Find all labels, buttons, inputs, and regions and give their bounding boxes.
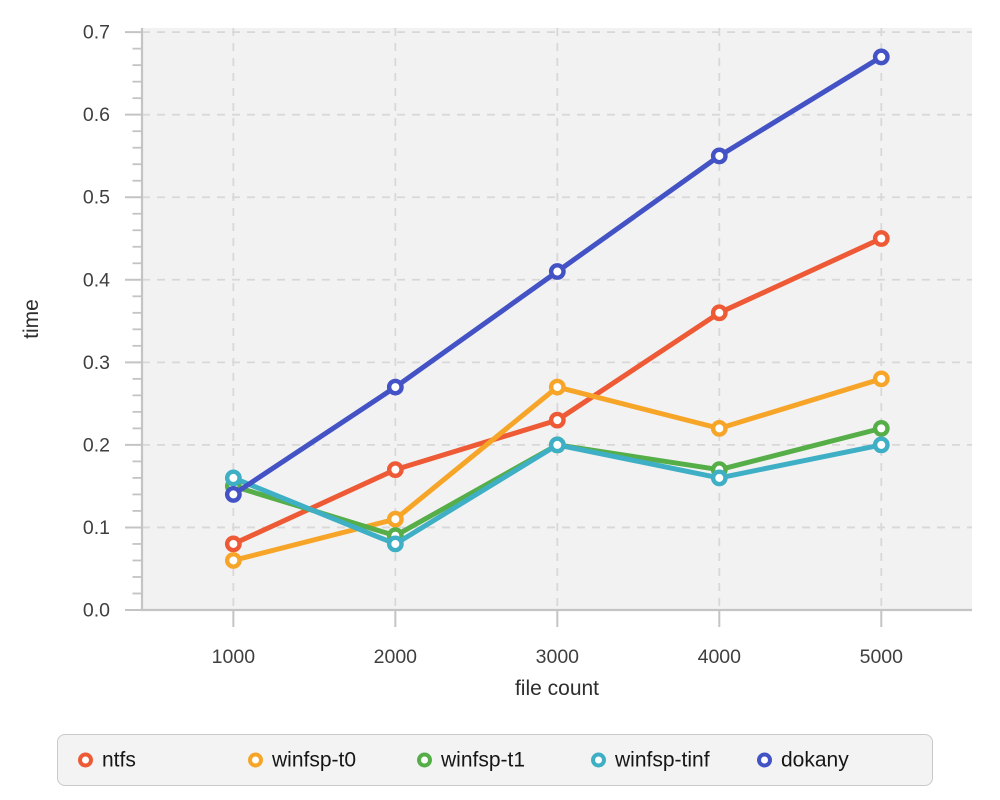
legend-item-label: winfsp-t0 (272, 748, 357, 772)
y-tick-label: 0.2 (83, 434, 110, 456)
data-point-ntfs (224, 535, 242, 553)
legend-item-label: winfsp-tinf (615, 748, 710, 772)
y-tick-label: 0.0 (83, 600, 110, 622)
x-axis-title: file count (515, 677, 599, 700)
legend-item-label: dokany (781, 748, 849, 772)
data-point-winfsp-tinf (386, 535, 404, 553)
y-tick-label: 0.1 (83, 517, 110, 539)
data-point-winfsp-t0 (224, 552, 242, 569)
chart-legend: ntfs winfsp-t0 winfsp-t1 winfsp-tinf dokany (57, 734, 933, 786)
data-point-winfsp-tinf (872, 436, 890, 454)
legend-marker-winfsp-tinf-icon (591, 752, 606, 768)
data-point-dokany (710, 147, 728, 165)
data-point-dokany (872, 48, 890, 66)
data-point-dokany (386, 378, 404, 396)
data-point-winfsp-t0 (548, 378, 566, 396)
data-point-ntfs (710, 304, 728, 322)
data-point-dokany (548, 263, 566, 280)
x-tick-label: 4000 (698, 646, 742, 668)
x-tick-label: 2000 (374, 646, 418, 668)
legend-marker-winfsp-t0-icon (248, 752, 263, 768)
y-tick-label: 0.6 (83, 104, 110, 126)
legend-item-label: winfsp-t1 (441, 748, 526, 772)
data-point-winfsp-t0 (386, 510, 404, 528)
data-point-winfsp-tinf (224, 469, 242, 487)
x-tick-label: 1000 (212, 646, 256, 668)
legend-item-label: ntfs (102, 748, 136, 772)
data-point-dokany (224, 486, 242, 503)
legend-item-ntfs: ntfs (78, 750, 136, 771)
data-point-winfsp-t0 (710, 419, 728, 437)
x-tick-label: 5000 (860, 646, 904, 668)
y-tick-label: 0.7 (83, 22, 110, 44)
y-tick-label: 0.3 (83, 352, 110, 374)
data-point-ntfs (386, 461, 404, 479)
data-point-winfsp-tinf (548, 436, 566, 454)
legend-marker-ntfs-icon (78, 752, 93, 768)
legend-item-dokany: dokany (757, 750, 849, 771)
legend-item-winfsp-tinf: winfsp-tinf (591, 750, 710, 771)
y-tick-label: 0.5 (83, 187, 110, 209)
y-tick-label: 0.4 (83, 269, 110, 291)
legend-marker-winfsp-t1-icon (417, 752, 432, 768)
data-point-winfsp-t0 (872, 370, 890, 388)
legend-item-winfsp-t0: winfsp-t0 (248, 750, 356, 771)
legend-item-winfsp-t1: winfsp-t1 (417, 750, 525, 771)
data-point-winfsp-tinf (710, 469, 728, 487)
data-point-ntfs (548, 411, 566, 429)
data-point-ntfs (872, 230, 890, 247)
data-point-winfsp-t1 (872, 419, 890, 437)
x-tick-label: 3000 (536, 646, 580, 668)
legend-marker-dokany-icon (757, 752, 772, 768)
y-axis-title: time (20, 299, 43, 339)
